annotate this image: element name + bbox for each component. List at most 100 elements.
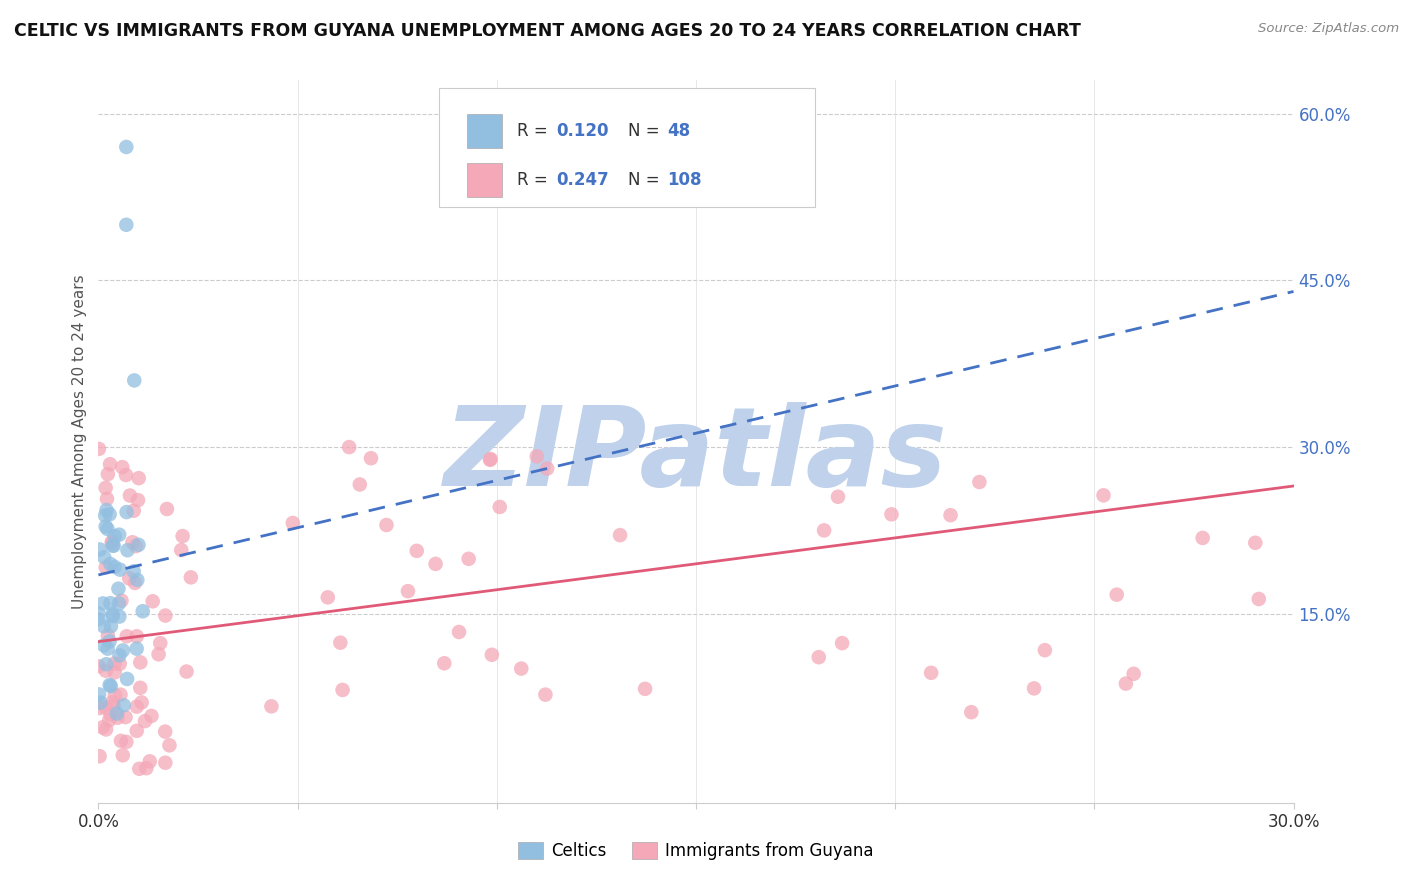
Point bbox=[332, 682, 354, 697]
Point bbox=[128, 762, 150, 776]
Point bbox=[94, 481, 117, 495]
Point bbox=[281, 516, 304, 530]
Point bbox=[159, 739, 181, 753]
Point bbox=[96, 491, 118, 506]
Point bbox=[1092, 488, 1115, 502]
Point bbox=[1115, 676, 1137, 690]
Point bbox=[510, 662, 533, 676]
Point bbox=[115, 140, 138, 154]
Point bbox=[920, 665, 942, 680]
Point bbox=[939, 508, 962, 523]
Point bbox=[87, 687, 110, 701]
Point bbox=[960, 705, 983, 719]
Text: 0.247: 0.247 bbox=[557, 171, 609, 189]
Point bbox=[108, 563, 131, 577]
Point bbox=[156, 502, 179, 516]
Point bbox=[115, 218, 138, 232]
Point bbox=[97, 467, 120, 481]
Point bbox=[125, 641, 148, 656]
Point bbox=[127, 493, 149, 508]
Text: R =: R = bbox=[517, 171, 553, 189]
Point bbox=[111, 460, 134, 475]
Point bbox=[98, 713, 121, 727]
Point bbox=[148, 648, 170, 662]
Point bbox=[134, 714, 156, 728]
Point bbox=[91, 720, 114, 734]
Point bbox=[110, 688, 132, 702]
Point bbox=[122, 565, 145, 579]
Point bbox=[96, 503, 118, 517]
Point bbox=[98, 678, 121, 692]
Point bbox=[1033, 643, 1056, 657]
Point bbox=[114, 710, 136, 724]
Point bbox=[101, 539, 124, 553]
Point bbox=[172, 529, 194, 543]
Point bbox=[93, 550, 115, 565]
Point bbox=[349, 477, 371, 491]
Point bbox=[360, 451, 382, 466]
Point bbox=[89, 701, 111, 715]
Point bbox=[121, 535, 143, 549]
Point bbox=[104, 688, 127, 702]
Point bbox=[153, 724, 176, 739]
Point bbox=[634, 681, 657, 696]
Point bbox=[91, 596, 114, 610]
Point bbox=[125, 723, 148, 738]
Point bbox=[155, 608, 177, 623]
Point bbox=[124, 373, 146, 387]
Point bbox=[880, 508, 903, 522]
Text: R =: R = bbox=[517, 122, 553, 140]
Point bbox=[337, 440, 360, 454]
Text: N =: N = bbox=[628, 122, 665, 140]
Point bbox=[94, 560, 117, 574]
Point bbox=[107, 582, 129, 596]
Point bbox=[94, 700, 117, 714]
Point bbox=[101, 609, 124, 624]
Point bbox=[100, 619, 122, 633]
Point bbox=[103, 657, 125, 671]
Point bbox=[125, 699, 148, 714]
Point bbox=[100, 707, 122, 722]
Point bbox=[447, 625, 470, 640]
Point bbox=[405, 544, 427, 558]
Point bbox=[396, 584, 419, 599]
Point bbox=[98, 508, 121, 522]
Point bbox=[118, 571, 141, 585]
Point bbox=[135, 761, 157, 775]
Point bbox=[807, 650, 830, 665]
Text: ZIPatlas: ZIPatlas bbox=[444, 402, 948, 509]
Point bbox=[488, 500, 510, 514]
Point bbox=[129, 656, 152, 670]
Point bbox=[155, 756, 177, 770]
Point bbox=[93, 638, 115, 652]
Point bbox=[118, 489, 141, 503]
Point bbox=[87, 607, 110, 621]
Text: CELTIC VS IMMIGRANTS FROM GUYANA UNEMPLOYMENT AMONG AGES 20 TO 24 YEARS CORRELAT: CELTIC VS IMMIGRANTS FROM GUYANA UNEMPLO… bbox=[14, 22, 1081, 40]
Point bbox=[115, 672, 138, 686]
Text: Source: ZipAtlas.com: Source: ZipAtlas.com bbox=[1258, 22, 1399, 36]
Point bbox=[457, 551, 479, 566]
Point bbox=[108, 648, 131, 663]
Point bbox=[108, 657, 131, 671]
Point bbox=[260, 699, 283, 714]
Point bbox=[100, 679, 122, 693]
Point bbox=[1105, 588, 1128, 602]
Point bbox=[87, 659, 110, 673]
Text: 48: 48 bbox=[668, 122, 690, 140]
Point bbox=[98, 596, 121, 610]
Point bbox=[108, 609, 131, 624]
Bar bbox=[467, 113, 502, 148]
Point bbox=[110, 593, 132, 607]
Text: 0.120: 0.120 bbox=[557, 122, 609, 140]
Point bbox=[89, 749, 111, 764]
Point bbox=[108, 597, 131, 611]
Point bbox=[425, 557, 447, 571]
Point bbox=[97, 641, 120, 656]
Point bbox=[97, 628, 120, 642]
Point bbox=[103, 539, 125, 553]
Point bbox=[1022, 681, 1045, 696]
Point bbox=[536, 461, 558, 475]
Point bbox=[115, 468, 138, 483]
Point bbox=[103, 698, 125, 713]
Point bbox=[176, 665, 198, 679]
